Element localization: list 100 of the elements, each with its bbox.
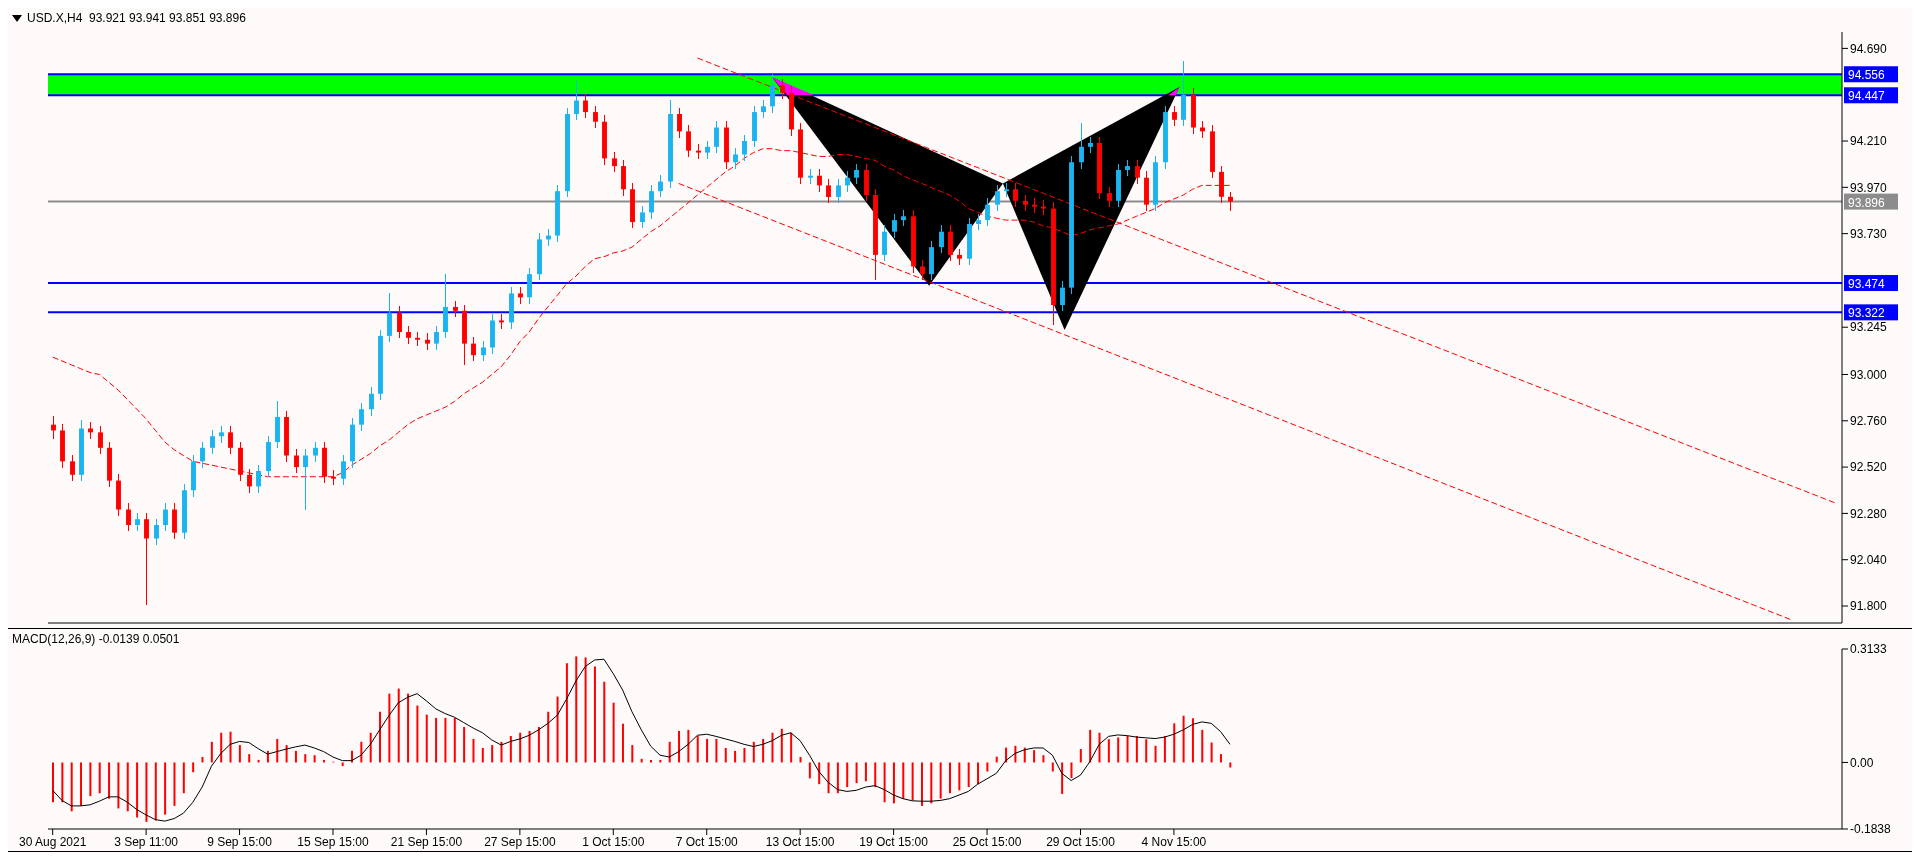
bar [407,693,410,763]
candlestick [303,448,308,511]
candlestick [341,454,346,486]
candlestick [714,120,719,154]
bar [883,762,886,803]
candlestick [1107,186,1112,208]
bar [556,696,559,763]
x-tick-label: 9 Sep 15:00 [207,834,273,849]
bar [1033,750,1036,763]
bar [145,762,148,822]
candlestick [471,336,476,363]
bar [846,762,849,788]
chart-title: MACD(12,26,9) -0.0139 0.0501 [12,632,180,646]
candlestick [770,73,775,114]
bar [397,688,400,763]
bar [762,738,765,763]
bar [1070,762,1073,779]
bar [780,728,783,763]
bar [836,762,839,794]
bar [229,731,232,763]
x-tick-label: 15 Sep 15:00 [297,834,369,849]
bar [1051,762,1054,772]
bar [1089,729,1092,763]
bar [920,762,923,806]
bar [565,663,568,763]
bar [547,711,550,763]
bar [388,693,391,763]
candlestick [1079,122,1084,170]
y-tick-label: 92.520 [1850,460,1888,475]
bar [61,762,64,803]
x-tick-label: 29 Oct 15:00 [1046,834,1116,849]
bar [902,762,905,799]
y-tick-label: 93.970 [1850,180,1888,195]
bar [752,741,755,763]
bar [715,738,718,763]
bar [238,745,241,763]
bar [276,738,279,763]
bar [220,732,223,763]
candlestick [836,178,841,204]
bar [453,717,456,763]
bar [463,726,466,763]
candlestick [481,340,486,363]
bar [136,762,139,818]
bar [537,726,540,763]
candlestick [126,502,131,532]
bar [304,754,307,763]
bar [603,681,606,763]
bar [874,762,877,788]
bar [313,755,316,763]
candlestick [154,517,159,546]
chart-title: USD.X,H4 93.921 93.941 93.851 93.896 [27,11,246,25]
bar [1107,739,1110,763]
candlestick [163,502,168,532]
candlestick [845,170,850,193]
bar [509,736,512,763]
y-tick-label: -0.1838 [1850,822,1892,837]
bar [939,762,942,799]
bar [808,762,811,779]
bar [108,762,111,799]
candlestick [527,267,532,305]
ref-line-label: 94.447 [1848,89,1886,104]
candlestick [882,224,887,262]
bar [1154,745,1157,763]
ref-line-label: 94.556 [1848,68,1886,83]
candlestick [1228,191,1233,212]
ref-line-label: 93.474 [1848,277,1886,292]
candlestick [892,213,897,239]
bar [1201,729,1204,763]
bar [743,747,746,763]
y-tick-label: 92.280 [1850,506,1888,521]
candlestick [733,147,738,170]
candlestick [948,224,953,262]
candlestick [658,174,663,199]
candlestick [98,425,103,455]
bar [481,747,484,763]
y-tick-label: 93.000 [1850,367,1888,382]
bar [1145,739,1148,763]
bar [1042,755,1045,763]
bar [1079,749,1082,763]
candlestick [640,205,645,230]
bar [687,729,690,763]
bar [977,762,980,785]
candlestick [583,93,588,120]
bar [724,747,727,763]
bar [593,666,596,763]
bar [1117,737,1120,763]
bar [341,762,344,767]
ref-line-label: 93.896 [1848,195,1886,210]
x-tick-label: 13 Oct 15:00 [765,834,835,849]
ref-line-label: 93.322 [1848,306,1886,321]
bar [369,732,372,763]
bar [416,705,419,763]
bar [294,750,297,763]
bar [519,732,522,763]
x-tick-label: 25 Oct 15:00 [952,834,1022,849]
bar [1126,736,1129,763]
candlestick [144,512,149,606]
y-tick-label: 93.730 [1850,226,1888,241]
x-tick-label: 3 Sep 11:00 [114,834,179,849]
y-tick-label: 93.245 [1850,320,1888,335]
